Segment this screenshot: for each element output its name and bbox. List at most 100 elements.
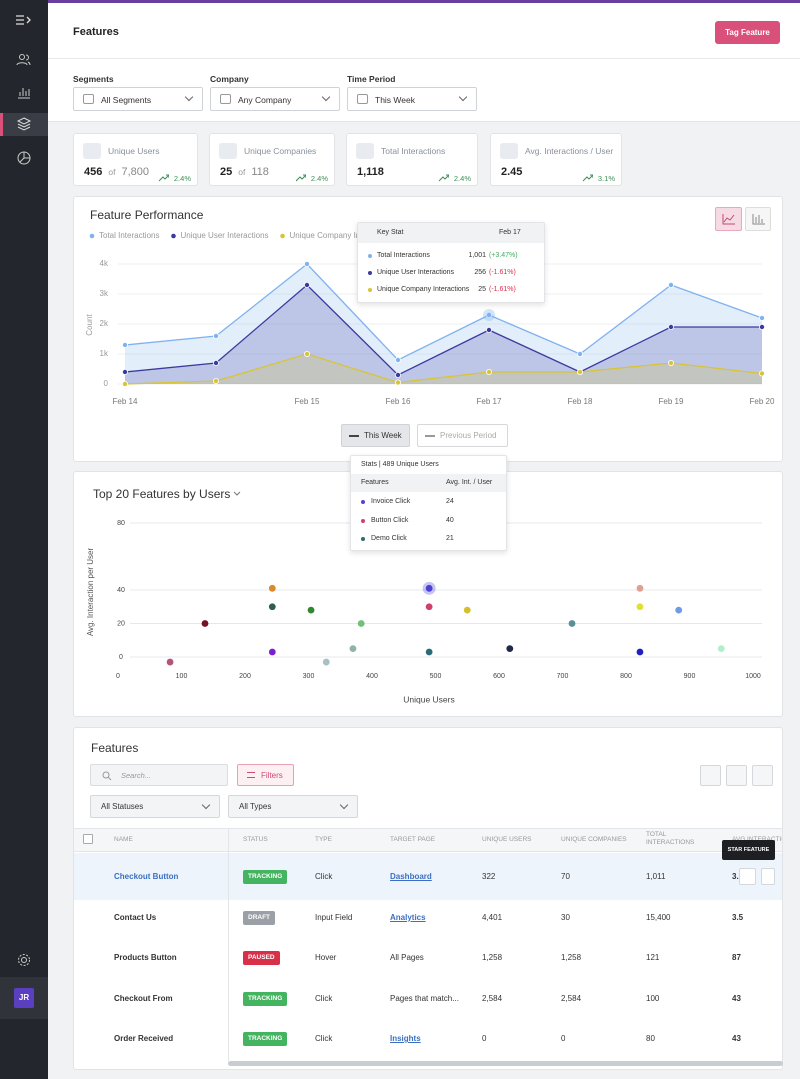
column-header[interactable]: UNIQUE COMPANIES [561,836,627,843]
tooltip-change: (-1.61%) [489,269,516,276]
dropdown[interactable]: All Types [228,795,358,818]
trend-arrow [583,174,593,182]
tooltip-name: Button Click [371,516,409,524]
column-header[interactable]: STATUS [243,836,268,843]
period-label: This Week [364,431,402,440]
stat-change: 2.4% [173,174,191,183]
column-header[interactable]: TARGET PAGE [390,836,436,843]
legend-stroke [425,435,435,437]
cell[interactable]: Order Received [114,1034,174,1043]
cell: 43 [732,993,741,1003]
table-title: Features [91,741,139,755]
star-button[interactable] [739,868,756,885]
chevron [458,92,468,102]
filter-label: Time Period [347,74,396,84]
tooltip-change: (-1.61%) [489,286,516,293]
dropdown[interactable]: This Week [347,87,477,111]
users-icon[interactable] [16,52,32,68]
column-header[interactable]: UNIQUE USERS [482,836,532,843]
cell: 1,258 [561,953,582,962]
line-view-button[interactable] [715,207,742,231]
stat-card: Unique Users 456 of 7,800 2.4% [73,133,198,186]
status-badge: TRACKING [243,991,288,1006]
cell: Click [315,872,333,881]
stat-value: 2.45 [501,166,523,178]
search-placeholder: Search... [121,771,152,780]
stat-icon [356,143,374,159]
dropdown[interactable]: All Segments [73,87,203,111]
column-header[interactable]: NAME [114,836,133,843]
tooltip-change: (+3.47%) [489,252,518,259]
toolbar-button[interactable] [752,765,773,786]
tooltip-dot [361,518,365,523]
more-button[interactable] [761,868,775,885]
features-icon[interactable] [16,116,32,132]
filters-label: Filters [261,771,283,780]
cell[interactable]: Contact Us [114,912,157,922]
select-all-checkbox[interactable] [83,834,93,844]
toolbar-button[interactable] [700,765,721,786]
column-header[interactable]: AVG INTERACTIONS [732,836,782,844]
arrow-path [583,174,593,182]
tooltip-name: Demo Click [371,535,407,542]
filters-button[interactable]: Filters [237,764,294,786]
status-badge: TRACKING [243,870,288,884]
analytics-icon[interactable] [16,84,32,100]
toolbar-button[interactable] [726,765,747,786]
stat-value-row: 2.45 [501,166,522,178]
stat-card: Avg. Interactions / User 2.45 3.1% [490,133,622,186]
scatter-title[interactable]: Top 20 Features by Users [93,487,231,501]
cell[interactable]: Dashboard [390,872,432,881]
settings-icon[interactable] [16,952,32,968]
cell: Click [315,1034,333,1043]
star-tooltip: STAR FEATURE [722,840,775,860]
search-box[interactable]: Search... [90,764,228,786]
stat-value: 25 [220,166,233,178]
tooltip-column: Avg. Int. / User [446,479,493,486]
dropdown[interactable]: All Statuses [90,795,220,818]
stat-value-row: 25 of 118 [220,166,269,178]
period-button[interactable]: Previous Period [417,424,508,447]
tag-feature-button[interactable]: Tag Feature [715,21,780,44]
cell: 2,584 [482,993,503,1003]
column-header[interactable]: TOTAL INTERACTIONS [646,831,695,846]
tooltip-header [351,474,506,492]
dropdown-value: This Week [375,95,415,105]
cell[interactable]: Products Button [114,953,177,962]
scrollbar[interactable] [228,1061,783,1066]
cell: All Pages [390,953,424,962]
cell[interactable]: Insights [390,1034,421,1043]
bar-view-button[interactable] [745,207,771,231]
header-divider [48,58,800,59]
cell: 0 [561,1034,566,1043]
dropdown[interactable]: Any Company [210,87,340,111]
stat-value: 1,118 [357,166,384,178]
page-title: Features [73,26,119,38]
reports-icon[interactable] [16,150,32,166]
stat-icon [219,143,237,159]
menu-icon[interactable] [14,12,34,28]
cell[interactable]: Checkout Button [114,872,179,881]
avatar[interactable]: JR [14,988,34,1008]
stat-total: 7,800 [121,166,149,178]
tooltip-name: Unique User Interactions [377,269,455,276]
title-chevron[interactable] [232,490,242,498]
cell: 80 [646,1034,655,1043]
performance-title: Feature Performance [90,208,204,222]
dropdown-icon [220,94,231,104]
tooltip-name: Invoice Click [371,498,411,505]
stat-change: 2.4% [310,174,328,183]
cell[interactable]: Analytics [390,912,426,922]
tooltip-header [358,223,544,243]
cell: 1,011 [646,872,666,881]
tooltip-dot [361,500,365,504]
dropdown-value: All Types [239,802,272,811]
period-button[interactable]: This Week [341,424,410,447]
dropdown-value: Any Company [238,95,292,105]
cell: 121 [646,953,660,962]
cell[interactable]: Checkout From [114,993,173,1003]
tooltip-dot [361,537,365,541]
stat-change: 2.4% [453,174,471,183]
column-header[interactable]: TYPE [315,836,332,843]
tooltip-title: Key Stat [377,229,404,236]
